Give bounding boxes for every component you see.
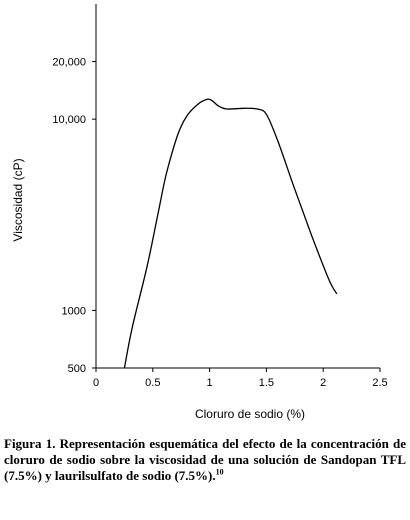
- x-tick-label: 0: [93, 377, 99, 389]
- x-tick-label: 0.5: [145, 377, 160, 389]
- x-tick-label: 2: [320, 377, 326, 389]
- x-tick-label: 1: [207, 377, 213, 389]
- figure-caption: Figura 1. Representación esquemática del…: [4, 436, 406, 484]
- x-axis-title: Cloruro de sodio (%): [195, 407, 305, 421]
- viscosity-series-line: [123, 98, 338, 369]
- figure-caption-text: Figura 1. Representación esquemática del…: [4, 436, 406, 483]
- y-ticks: 500 1000 10,000 20,000: [52, 57, 96, 375]
- x-ticks: 0 0.5 1 1.5 2 2.5: [93, 368, 388, 389]
- y-tick-label: 10,000: [52, 114, 86, 126]
- y-tick-label: 500: [68, 363, 86, 375]
- x-tick-label: 1.5: [259, 377, 274, 389]
- viscosity-chart: 0 0.5 1 1.5 2 2.5 500 1000 10,000 20,000 Viscosi…: [11, 4, 388, 421]
- x-tick-label: 2.5: [372, 377, 387, 389]
- figure-caption-reference: 10: [215, 467, 224, 477]
- y-tick-label: 1000: [62, 305, 86, 317]
- y-axis-title: Viscosidad (cP): [11, 158, 25, 241]
- y-tick-label: 20,000: [52, 57, 86, 69]
